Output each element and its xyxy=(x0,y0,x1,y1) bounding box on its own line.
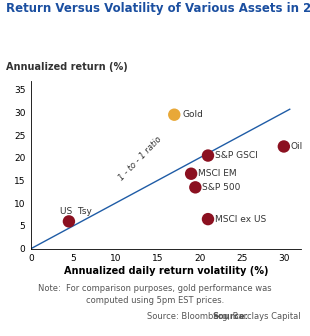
Text: Source: Bloomberg, Barclays Capital: Source: Bloomberg, Barclays Capital xyxy=(147,312,301,321)
Text: US  Tsy: US Tsy xyxy=(60,207,92,216)
Text: MSCI EM: MSCI EM xyxy=(198,169,237,178)
Point xyxy=(281,144,286,149)
Point xyxy=(206,153,210,158)
Point xyxy=(206,216,210,222)
Text: S&P 500: S&P 500 xyxy=(202,183,241,192)
Text: Return Versus Volatility of Various Assets in 2010: Return Versus Volatility of Various Asse… xyxy=(6,2,310,15)
Point xyxy=(66,219,71,224)
Point xyxy=(172,112,177,117)
X-axis label: Annualized daily return volatility (%): Annualized daily return volatility (%) xyxy=(64,266,268,276)
Point xyxy=(189,171,194,176)
Text: Annualized return (%): Annualized return (%) xyxy=(6,62,128,72)
Text: S&P GSCI: S&P GSCI xyxy=(215,151,258,160)
Text: 1 - to - 1 ratio: 1 - to - 1 ratio xyxy=(117,135,164,183)
Point xyxy=(193,185,198,190)
Text: Oil: Oil xyxy=(290,142,303,151)
Text: Note:  For comparison purposes, gold performance was: Note: For comparison purposes, gold perf… xyxy=(38,284,272,293)
Text: computed using 5pm EST prices.: computed using 5pm EST prices. xyxy=(86,296,224,305)
Text: Source:: Source: xyxy=(212,312,249,321)
Text: MSCI ex US: MSCI ex US xyxy=(215,215,266,224)
Text: Gold: Gold xyxy=(183,110,204,119)
